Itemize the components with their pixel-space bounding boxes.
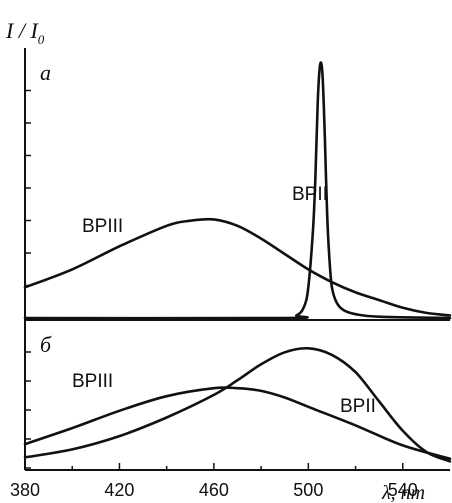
x-tick-label: 420 xyxy=(104,480,134,500)
y-axis-label-subscript: 0 xyxy=(38,32,45,47)
panel-b-bpii-label: BPII xyxy=(340,396,376,417)
panel-a-plot xyxy=(23,61,452,320)
x-axis-label: λ, nm xyxy=(381,482,425,503)
x-ticks: 380 420 460 500 540 xyxy=(10,463,418,500)
panel-a-bpiii-label: BPIII xyxy=(82,216,123,237)
panel-a-bpii-label: BPII xyxy=(292,184,328,205)
y-axis-label: I / I0 xyxy=(5,18,45,47)
panel-b-label: б xyxy=(40,332,52,357)
panel-b-plot xyxy=(23,346,452,463)
series-line-bpiii-panel-a xyxy=(23,217,452,317)
panel-b-bpiii-label: BPIII xyxy=(72,371,113,392)
series-line-bpii-panel-b xyxy=(23,346,452,463)
x-tick-label: 460 xyxy=(199,480,229,500)
x-tick-label: 380 xyxy=(10,480,40,500)
panel-a-label: a xyxy=(40,60,51,85)
x-tick-label: 540 xyxy=(388,480,418,500)
series-line-bpii-panel-a xyxy=(23,61,452,320)
x-tick-label: 500 xyxy=(293,480,323,500)
series-line-bpiii-panel-b xyxy=(23,386,452,460)
